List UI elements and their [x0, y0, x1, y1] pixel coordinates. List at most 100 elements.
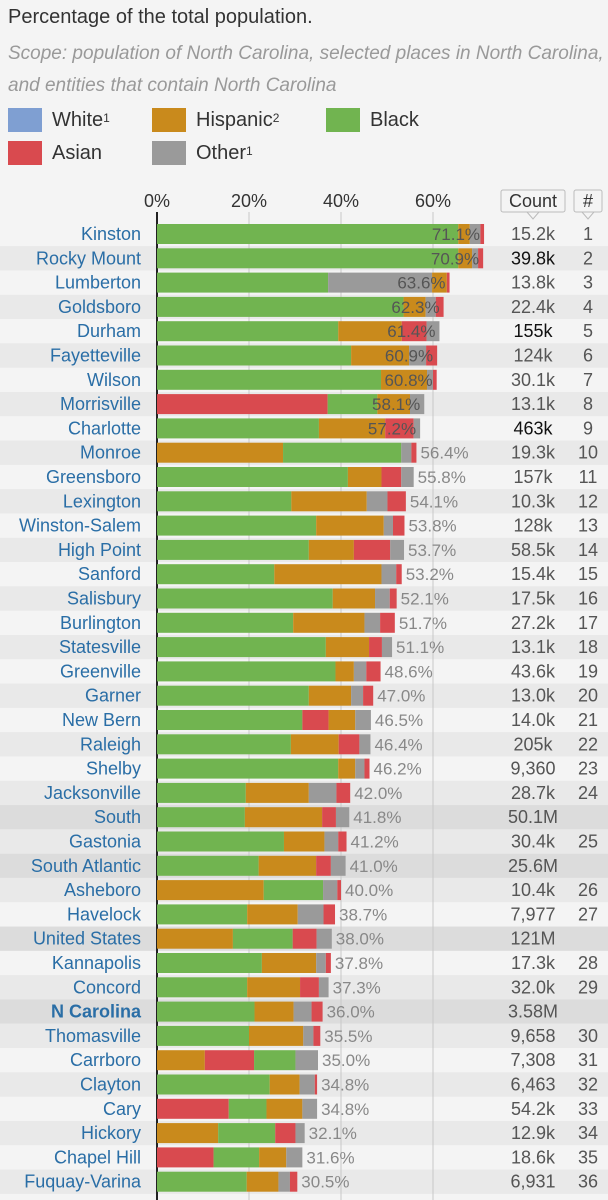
- bar-segment-black[interactable]: [157, 491, 292, 512]
- row-name-link[interactable]: N Carolina: [51, 1002, 142, 1022]
- bar-segment-black[interactable]: [254, 1050, 296, 1071]
- bar-segment-black[interactable]: [157, 272, 329, 293]
- bar-segment-hispanic[interactable]: [258, 855, 317, 876]
- row-name-link[interactable]: Fuquay-Varina: [24, 1172, 142, 1192]
- bar-segment-asian[interactable]: [322, 807, 336, 828]
- bar-segment-hispanic[interactable]: [458, 224, 470, 244]
- bar-segment-asian[interactable]: [446, 272, 450, 293]
- bar-segment-other[interactable]: [330, 855, 346, 876]
- bar-segment-hispanic[interactable]: [403, 296, 426, 317]
- legend-asian[interactable]: Asian: [8, 141, 102, 165]
- row-name-link[interactable]: New Bern: [62, 710, 141, 730]
- bar-segment-other[interactable]: [375, 588, 390, 609]
- bar-segment-black[interactable]: [157, 369, 382, 390]
- bar-segment-asian[interactable]: [314, 1074, 318, 1095]
- bar-segment-black[interactable]: [218, 1123, 276, 1144]
- bar-segment-hispanic[interactable]: [325, 637, 370, 658]
- bar-segment-asian[interactable]: [157, 1147, 214, 1168]
- bar-segment-other[interactable]: [335, 807, 350, 828]
- bar-segment-other[interactable]: [318, 977, 329, 998]
- bar-segment-asian[interactable]: [364, 758, 370, 779]
- bar-segment-other[interactable]: [353, 661, 367, 682]
- bar-segment-black[interactable]: [157, 1025, 249, 1046]
- bar-segment-other[interactable]: [278, 1171, 290, 1192]
- bar-segment-other[interactable]: [303, 1025, 314, 1046]
- bar-segment-hispanic[interactable]: [332, 588, 376, 609]
- bar-segment-black[interactable]: [327, 394, 378, 415]
- bar-segment-black[interactable]: [157, 637, 326, 658]
- bar-segment-black[interactable]: [157, 758, 339, 779]
- bar-segment-asian[interactable]: [426, 345, 438, 366]
- bar-segment-hispanic[interactable]: [318, 418, 386, 439]
- row-name-link[interactable]: Wilson: [87, 370, 141, 390]
- bar-segment-black[interactable]: [157, 977, 248, 998]
- row-name-link[interactable]: Gastonia: [69, 832, 142, 852]
- row-name-link[interactable]: Carrboro: [70, 1050, 141, 1070]
- bar-segment-asian[interactable]: [316, 855, 331, 876]
- row-name-link[interactable]: Goldsboro: [58, 297, 141, 317]
- bar-segment-other[interactable]: [299, 1074, 315, 1095]
- bar-segment-asian[interactable]: [480, 224, 485, 244]
- bar-segment-hispanic[interactable]: [335, 661, 354, 682]
- row-name-link[interactable]: Asheboro: [64, 880, 141, 900]
- bar-segment-other[interactable]: [390, 539, 405, 560]
- bar-segment-asian[interactable]: [411, 442, 417, 463]
- row-name-link[interactable]: Rocky Mount: [36, 248, 141, 268]
- bar-segment-asian[interactable]: [385, 418, 414, 439]
- bar-segment-hispanic[interactable]: [381, 369, 428, 390]
- bar-segment-asian[interactable]: [353, 539, 391, 560]
- bar-segment-hispanic[interactable]: [247, 977, 301, 998]
- bar-segment-asian[interactable]: [380, 612, 395, 633]
- bar-segment-black[interactable]: [263, 880, 324, 901]
- row-name-link[interactable]: Clayton: [80, 1075, 141, 1095]
- bar-segment-hispanic[interactable]: [254, 1001, 294, 1022]
- bar-segment-hispanic[interactable]: [157, 1123, 219, 1144]
- row-name-link[interactable]: Sanford: [78, 564, 141, 584]
- bar-segment-asian[interactable]: [337, 880, 341, 901]
- bar-segment-black[interactable]: [157, 321, 339, 342]
- legend-other[interactable]: Other 1: [152, 141, 253, 165]
- row-name-link[interactable]: Burlington: [60, 613, 141, 633]
- bar-segment-asian[interactable]: [338, 831, 347, 852]
- bar-segment-hispanic[interactable]: [308, 539, 354, 560]
- row-name-link[interactable]: Raleigh: [80, 734, 141, 754]
- bar-segment-hispanic[interactable]: [283, 831, 325, 852]
- bar-segment-asian[interactable]: [401, 321, 427, 342]
- row-name-link[interactable]: Lumberton: [55, 273, 141, 293]
- bar-segment-hispanic[interactable]: [338, 758, 356, 779]
- bar-segment-other[interactable]: [293, 1001, 312, 1022]
- bar-segment-asian[interactable]: [313, 1025, 321, 1046]
- row-name-link[interactable]: Jacksonville: [44, 783, 141, 803]
- bar-segment-other[interactable]: [383, 515, 393, 536]
- bar-segment-asian[interactable]: [338, 734, 360, 755]
- bar-segment-asian[interactable]: [389, 588, 397, 609]
- bar-segment-asian[interactable]: [433, 369, 437, 390]
- bar-segment-other[interactable]: [364, 612, 381, 633]
- bar-segment-asian[interactable]: [289, 1171, 298, 1192]
- bar-segment-black[interactable]: [157, 539, 309, 560]
- bar-segment-black[interactable]: [157, 296, 404, 317]
- bar-segment-asian[interactable]: [478, 248, 484, 269]
- bar-segment-black[interactable]: [157, 612, 294, 633]
- bar-segment-black[interactable]: [232, 928, 293, 949]
- row-name-link[interactable]: Lexington: [63, 491, 141, 511]
- bar-segment-black[interactable]: [157, 855, 259, 876]
- bar-segment-hispanic[interactable]: [157, 1050, 205, 1071]
- bar-segment-black[interactable]: [157, 588, 333, 609]
- bar-segment-hispanic[interactable]: [308, 685, 352, 706]
- row-name-link[interactable]: Charlotte: [68, 418, 141, 438]
- count-column-header[interactable]: Count: [509, 191, 557, 211]
- rank-column-header[interactable]: #: [583, 191, 593, 211]
- bar-segment-asian[interactable]: [325, 953, 331, 973]
- bar-segment-black[interactable]: [157, 807, 245, 828]
- bar-segment-hispanic[interactable]: [290, 734, 339, 755]
- bar-segment-black[interactable]: [213, 1147, 260, 1168]
- bar-segment-hispanic[interactable]: [328, 710, 356, 730]
- bar-segment-asian[interactable]: [292, 928, 317, 949]
- row-name-link[interactable]: Durham: [77, 321, 141, 341]
- bar-segment-other[interactable]: [355, 758, 365, 779]
- row-name-link[interactable]: Winston-Salem: [19, 516, 141, 536]
- bar-segment-other[interactable]: [286, 1147, 303, 1168]
- bar-segment-hispanic[interactable]: [249, 1025, 304, 1046]
- bar-segment-hispanic[interactable]: [246, 1171, 279, 1192]
